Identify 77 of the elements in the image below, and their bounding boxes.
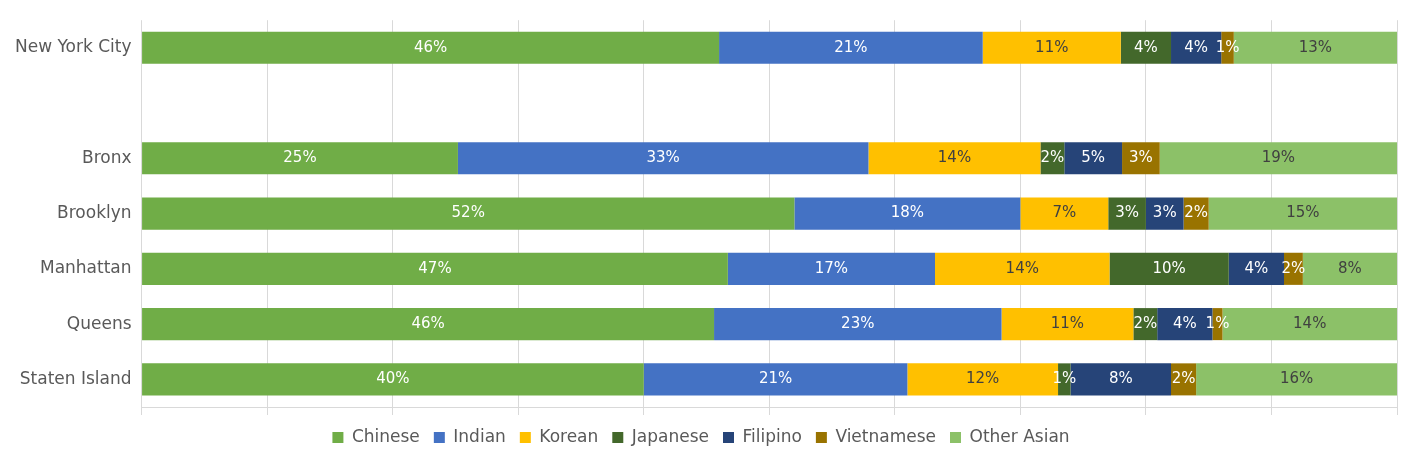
bar — [142, 252, 728, 285]
data-label: 8% — [1338, 258, 1362, 277]
data-label: 23% — [841, 314, 875, 332]
bar — [794, 197, 1021, 230]
data-label: 4% — [1134, 37, 1158, 56]
data-label: 4% — [1184, 37, 1209, 56]
y-tick-label: New York City — [14, 36, 132, 57]
data-label: 21% — [758, 369, 793, 388]
data-label: 11% — [1035, 37, 1069, 56]
data-label: 15% — [1286, 203, 1320, 222]
data-label: 11% — [1050, 314, 1085, 332]
data-label: 10% — [1152, 258, 1186, 277]
y-tick-label: Bronx — [82, 146, 132, 167]
legend-label: Other Asian — [969, 425, 1070, 446]
legend-label: Japanese — [630, 425, 709, 446]
bar — [727, 252, 935, 285]
bar — [1001, 308, 1134, 341]
data-label: 33% — [646, 148, 680, 167]
data-label: 25% — [283, 148, 317, 167]
bar — [1208, 197, 1397, 230]
bar — [1120, 31, 1172, 64]
data-label: 12% — [966, 369, 1000, 388]
data-label: 46% — [413, 37, 448, 56]
data-label: 21% — [834, 37, 868, 56]
data-label: 47% — [418, 258, 452, 277]
bar — [1159, 142, 1397, 175]
data-label: 14% — [1293, 314, 1327, 332]
bar — [643, 363, 908, 396]
data-label: 40% — [376, 369, 410, 388]
data-label: 4% — [1172, 314, 1197, 332]
legend-label: Filipino — [742, 425, 802, 446]
data-label: 4% — [1244, 258, 1269, 277]
data-label: 14% — [937, 148, 972, 167]
y-tick-label: Brooklyn — [57, 202, 132, 223]
bar — [1064, 142, 1123, 175]
data-label: 2% — [1184, 203, 1209, 222]
bar — [457, 142, 869, 175]
bar — [714, 308, 1002, 341]
legend-label: Korean — [539, 425, 599, 446]
data-label: 16% — [1279, 369, 1314, 388]
data-label: 13% — [1298, 37, 1333, 56]
data-label: 2% — [1040, 148, 1065, 167]
data-label: 3% — [1128, 148, 1153, 167]
legend-label: Chinese — [351, 425, 420, 446]
data-label: 7% — [1052, 203, 1077, 222]
y-tick-label: Manhattan — [39, 257, 132, 278]
data-label: 46% — [411, 314, 445, 332]
data-label: 1% — [1205, 314, 1230, 332]
data-label: 2% — [1281, 258, 1306, 277]
bar — [935, 252, 1110, 285]
data-label: 8% — [1108, 369, 1133, 388]
data-label: 2% — [1133, 314, 1158, 332]
bar — [142, 142, 458, 175]
bar — [1109, 252, 1229, 285]
legend-label: Vietnamese — [835, 425, 937, 446]
bar — [868, 142, 1041, 175]
legend-label: Indian — [453, 425, 506, 446]
data-label: 5% — [1081, 148, 1106, 167]
data-label: 3% — [1115, 203, 1139, 222]
bar — [142, 31, 720, 64]
data-label: 14% — [1005, 258, 1039, 277]
data-label: 19% — [1261, 148, 1296, 167]
y-tick-label: Queens — [66, 312, 132, 333]
bar — [142, 363, 644, 396]
bar — [142, 308, 715, 341]
data-label: 3% — [1152, 203, 1177, 222]
data-label: 17% — [814, 258, 849, 277]
data-label: 1% — [1215, 37, 1240, 56]
bar — [1196, 363, 1397, 396]
data-label: 18% — [890, 203, 925, 222]
bar — [719, 31, 983, 64]
bar — [142, 197, 795, 230]
bar — [1020, 197, 1109, 230]
bar — [982, 31, 1121, 64]
y-tick-label: Staten Island — [19, 367, 132, 388]
data-label: 52% — [451, 203, 485, 222]
data-label: 2% — [1171, 369, 1196, 388]
